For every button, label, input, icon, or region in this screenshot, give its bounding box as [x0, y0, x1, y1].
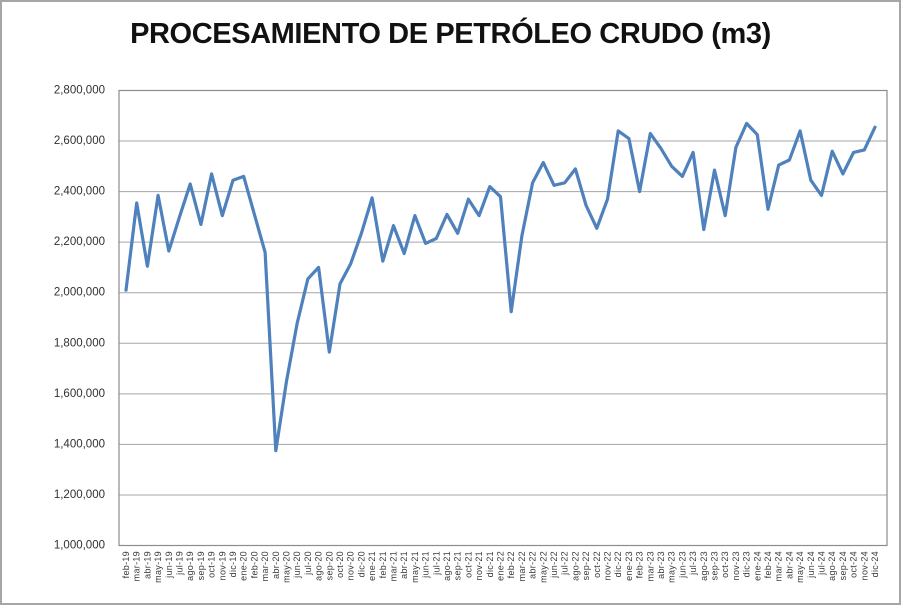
- plot-border: [118, 89, 888, 547]
- x-axis-tick-label: sep-23: [710, 551, 720, 580]
- x-axis-tick-label: abr-24: [784, 551, 794, 579]
- x-axis-tick-label: may-19: [153, 551, 163, 583]
- x-axis-tick-label: jul-19: [175, 551, 185, 576]
- x-axis-tick-label: may-21: [410, 551, 420, 583]
- x-axis-tick-label: oct-21: [463, 551, 473, 578]
- x-axis-tick-label: nov-21: [474, 551, 484, 580]
- x-axis-tick-label: ene-23: [624, 551, 634, 581]
- x-axis-tick-label: oct-23: [720, 551, 730, 578]
- x-axis-tick-label: mar-23: [645, 551, 655, 581]
- x-axis-tick-label: nov-24: [859, 551, 869, 580]
- x-axis-tick-label: oct-22: [592, 551, 602, 578]
- x-axis-tick-label: dic-23: [742, 551, 752, 577]
- x-axis-tick-label: jul-20: [303, 551, 313, 576]
- x-axis-tick-label: sep-19: [196, 551, 206, 580]
- x-axis-tick-label: ene-24: [752, 551, 762, 581]
- chart-title: PROCESAMIENTO DE PETRÓLEO CRUDO (m3): [130, 18, 771, 50]
- y-axis-tick-label: 2,600,000: [54, 135, 105, 147]
- y-axis-tick-label: 1,800,000: [54, 337, 105, 349]
- x-axis-tick-label: ago-22: [570, 551, 580, 581]
- x-axis-tick-label: jun-20: [292, 551, 302, 579]
- x-axis-tick-label: may-22: [538, 551, 548, 583]
- y-axis-tick-label: 2,200,000: [54, 236, 105, 248]
- y-axis-tick-label: 2,000,000: [54, 287, 105, 299]
- y-axis-tick-label: 1,600,000: [54, 388, 105, 400]
- x-axis-tick-label: dic-21: [485, 551, 495, 577]
- x-axis-tick-label: sep-21: [453, 551, 463, 580]
- x-axis-tick-label: abr-20: [271, 551, 281, 579]
- x-axis-tick-label: mar-21: [389, 551, 399, 581]
- y-axis-tick-label: 2,400,000: [54, 186, 105, 198]
- x-axis-tick-label: jul-21: [431, 551, 441, 576]
- x-axis-tick-label: ago-21: [442, 551, 452, 581]
- x-axis-tick-label: dic-20: [356, 551, 366, 577]
- x-axis-tick-label: oct-24: [849, 551, 859, 578]
- x-axis-tick-label: abr-21: [399, 551, 409, 579]
- x-axis-tick-label: may-24: [795, 551, 805, 583]
- x-axis-tick-label: feb-22: [506, 551, 516, 578]
- x-axis-tick-label: jun-23: [677, 551, 687, 579]
- x-axis-tick-label: dic-24: [870, 551, 880, 577]
- x-axis-tick-label: jun-22: [549, 551, 559, 579]
- x-axis-tick-label: ene-22: [496, 551, 506, 581]
- y-axis-tick-label: 1,400,000: [54, 438, 105, 450]
- x-axis-tick-label: feb-20: [249, 551, 259, 578]
- x-axis-tick-label: sep-24: [838, 551, 848, 580]
- y-axis-tick-label: 1,200,000: [54, 489, 105, 501]
- x-axis-tick-label: nov-19: [217, 551, 227, 580]
- x-axis-tick-label: ago-23: [699, 551, 709, 581]
- x-axis-tick-label: may-20: [282, 551, 292, 583]
- x-axis-tick-label: oct-19: [207, 551, 217, 578]
- x-axis-tick-label: abr-23: [656, 551, 666, 579]
- x-axis-tick-label: ago-20: [314, 551, 324, 581]
- x-axis-tick-label: jun-19: [164, 551, 174, 579]
- x-axis-tick-label: ago-24: [827, 551, 837, 581]
- x-axis-tick-label: mar-24: [774, 551, 784, 581]
- x-axis-tick-label: oct-20: [335, 551, 345, 578]
- x-axis-tick-label: jun-24: [806, 551, 816, 579]
- x-axis-tick-label: feb-24: [763, 551, 773, 578]
- y-axis-tick-label: 2,800,000: [54, 85, 105, 97]
- x-axis-tick-label: jun-21: [421, 551, 431, 579]
- x-axis-tick-label: may-23: [667, 551, 677, 583]
- y-axis-tick-label: 1,000,000: [54, 540, 105, 552]
- x-axis-tick-label: nov-23: [731, 551, 741, 580]
- x-axis-tick-label: sep-20: [324, 551, 334, 580]
- x-axis-tick-label: feb-21: [378, 551, 388, 578]
- x-axis-tick-label: mar-19: [132, 551, 142, 581]
- x-axis-tick-label: jul-24: [817, 551, 827, 576]
- x-axis-tick-label: sep-22: [581, 551, 591, 580]
- x-axis-tick-label: jul-23: [688, 551, 698, 576]
- x-axis-tick-label: abr-19: [142, 551, 152, 579]
- x-axis-tick-label: abr-22: [528, 551, 538, 579]
- x-axis-tick-label: dic-19: [228, 551, 238, 577]
- x-axis-tick-label: feb-19: [121, 551, 131, 578]
- x-axis-tick-label: mar-22: [517, 551, 527, 581]
- x-axis-tick-label: mar-20: [260, 551, 270, 581]
- x-axis-tick-label: feb-23: [635, 551, 645, 578]
- x-axis-tick-label: ene-20: [239, 551, 249, 581]
- x-axis-tick-label: jul-22: [560, 551, 570, 576]
- x-axis-tick-label: nov-22: [603, 551, 613, 580]
- x-axis-tick-label: ene-21: [367, 551, 377, 581]
- x-axis-tick-label: dic-22: [613, 551, 623, 577]
- x-axis-tick-label: ago-19: [185, 551, 195, 581]
- data-series-line: [124, 121, 877, 453]
- x-axis-tick-label: nov-20: [346, 551, 356, 580]
